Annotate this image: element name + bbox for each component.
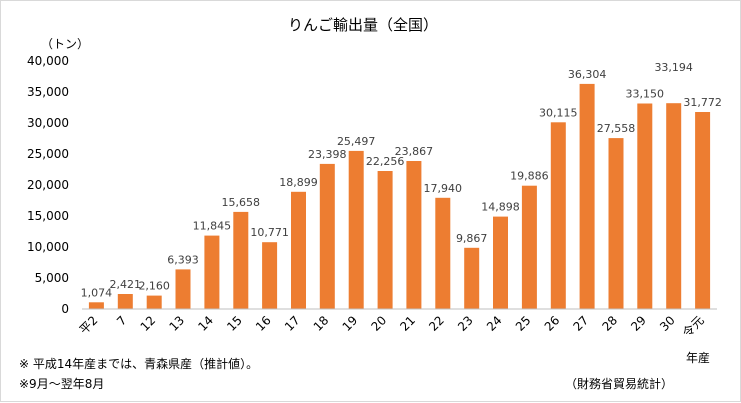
bar-value-label: 31,772 [683,96,722,109]
x-tick-label: 22 [426,313,447,334]
bar-value-label: 36,304 [568,68,607,81]
source-note: （財務省貿易統計） [565,377,674,391]
x-tick-label: 24 [484,313,505,334]
x-tick-label: 21 [397,313,418,334]
bar [233,211,249,309]
x-tick-label: 令元 [679,313,707,341]
y-tick-label: 5,000 [35,271,69,285]
footnote-1: ※ 平成14年産までは、青森県産（推計値）。 [19,357,259,371]
bar [175,269,191,309]
bar-value-label: 10,771 [250,226,289,239]
y-axis-ticks: 0 5,000 10,000 15,000 20,000 25,000 30,000 35,0… [27,54,69,316]
y-axis-label: （トン） [41,37,89,51]
bar [435,197,451,309]
bar-value-label: 6,393 [167,253,199,266]
bar-value-label: 17,940 [424,182,463,195]
bar [377,171,393,309]
bar [319,163,335,309]
x-tick-label: 13 [166,313,187,334]
bar [262,242,278,309]
y-tick-label: 30,000 [27,116,69,130]
bar-value-label: 2,421 [110,278,142,291]
bar [608,138,624,309]
x-tick-label: 19 [340,313,361,334]
x-tick-label: 14 [195,313,216,334]
x-tick-label: 23 [455,313,476,334]
x-tick-label: 平2 [77,313,101,337]
x-tick-label: 20 [369,313,390,334]
y-tick-label: 35,000 [27,85,69,99]
bar [117,294,133,309]
y-tick-label: 10,000 [27,240,69,254]
bar [637,103,653,309]
x-tick-label: 28 [599,313,620,334]
y-tick-label: 40,000 [27,54,69,68]
x-tick-label: 15 [224,313,245,334]
bar [521,185,537,309]
x-tick-label: 27 [571,313,592,334]
bar [291,191,306,309]
x-axis-label: 年産 [686,350,710,365]
bar-value-label: 18,899 [279,176,318,189]
bar-value-label: 25,497 [337,135,376,148]
y-tick-label: 15,000 [27,209,69,223]
bar-value-label: 33,150 [626,88,665,101]
x-tick-label: 7 [114,313,129,328]
bar-value-label: 14,898 [481,201,520,214]
x-tick-label: 16 [253,313,274,334]
bars [88,83,711,310]
y-tick-label: 25,000 [27,147,69,161]
bar-value-label: 19,886 [510,170,549,183]
bar-value-label: 22,256 [366,155,405,168]
bar-value-label: 30,115 [539,106,578,119]
bar-value-label: 15,658 [222,196,261,209]
bar-value-label: 11,845 [193,220,232,233]
bar [695,112,711,309]
x-tick-label: 26 [542,313,563,334]
x-axis-ticks: 平2 7 12 13 14 15 16 17 18 19 20 21 22 23 24 25 26 27 28 29 3… [77,313,707,341]
bar [88,302,104,309]
x-tick-label: 30 [657,313,678,334]
chart-title: りんご輸出量（全国） [288,16,438,34]
bar-value-label: 23,867 [395,145,434,158]
bar-value-label: 33,194 [654,61,693,74]
bar [204,235,220,309]
bar [348,150,364,309]
bar [146,295,162,309]
x-tick-label: 12 [138,313,159,334]
footnote-2: ※9月～翌年8月 [19,377,105,391]
bar-value-label: 23,398 [308,148,347,161]
bar [464,247,480,309]
bar [493,216,508,309]
x-tick-label: 17 [282,313,303,334]
y-tick-label: 20,000 [27,178,69,192]
x-tick-label: 18 [311,313,332,334]
bar [666,103,682,309]
bar [579,83,595,310]
bar-value-label: 1,074 [81,286,113,299]
x-tick-label: 29 [628,313,649,334]
bar [550,122,566,309]
y-tick-label: 0 [61,302,69,316]
bar [406,161,422,309]
bar-value-label: 9,867 [456,232,488,245]
x-tick-label: 25 [513,313,534,334]
bar-value-label: 2,160 [138,280,170,293]
bar-value-label: 27,558 [597,122,636,135]
